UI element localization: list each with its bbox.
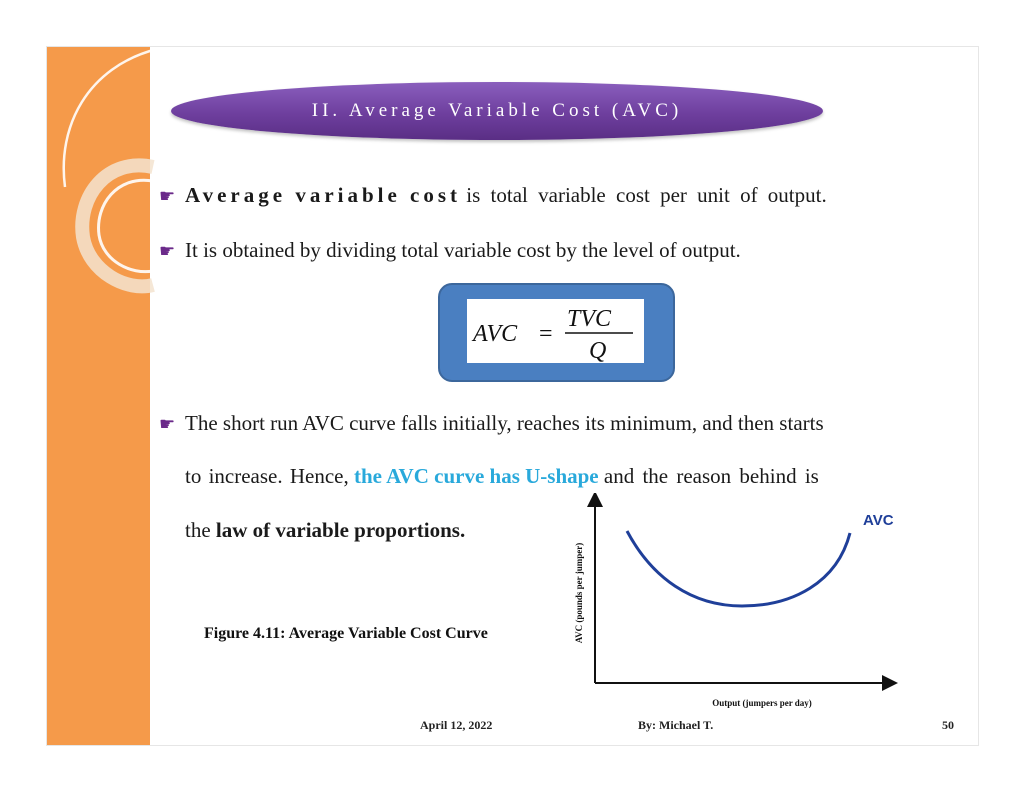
definition-text: is total variable cost per unit of outpu…	[466, 183, 827, 207]
avc-curve	[625, 530, 852, 608]
page-number: 50	[942, 718, 954, 732]
pointing-hand-icon: ☛	[159, 241, 176, 261]
term-average-variable-cost: Average variable cost	[185, 183, 462, 207]
pointing-hand-icon: ☛	[159, 414, 176, 434]
short-run-line-1: ☛ The short run AVC curve falls initially…	[159, 409, 971, 438]
avc-chart: AVC AVC (pounds per jumper) Output (jump…	[574, 493, 898, 708]
footer-date: April 12, 2022	[420, 718, 493, 732]
formula-equals: =	[539, 321, 553, 347]
footer-author: By: Michael T.	[638, 718, 714, 732]
bullet-definition: ☛ Average variable cost is total variable…	[159, 181, 971, 210]
avc-series-label: AVC	[863, 512, 894, 529]
u-shape-highlight: the AVC curve has U-shape	[354, 464, 599, 488]
short-run-line-2: to increase. Hence, the AVC curve has U-…	[185, 464, 819, 488]
obtained-text: It is obtained by dividing total variabl…	[185, 238, 741, 262]
formula-box: AVC = TVC Q	[438, 283, 675, 382]
figure-caption: Figure 4.11: Average Variable Cost Curve	[204, 625, 488, 642]
formula: AVC = TVC Q	[467, 299, 644, 364]
law-of-variable-proportions: law of variable proportions.	[215, 518, 466, 542]
formula-denominator: Q	[589, 338, 606, 363]
x-axis-label: Output (jumpers per day)	[712, 698, 812, 708]
short-run-line-3: the law of variable proportions.	[185, 518, 466, 542]
y-axis-label: AVC (pounds per jumper)	[574, 543, 584, 643]
pointing-hand-icon: ☛	[159, 186, 176, 206]
formula-lhs: AVC	[471, 321, 518, 347]
slide: II. Average Variable Cost (AVC) ☛ Average…	[46, 46, 979, 746]
side-bar	[47, 47, 150, 745]
title-banner: II. Average Variable Cost (AVC)	[171, 82, 823, 140]
formula-numerator: TVC	[567, 306, 612, 332]
bullet-obtained: ☛ It is obtained by dividing total variab…	[159, 236, 971, 265]
slide-title: II. Average Variable Cost (AVC)	[311, 100, 683, 121]
